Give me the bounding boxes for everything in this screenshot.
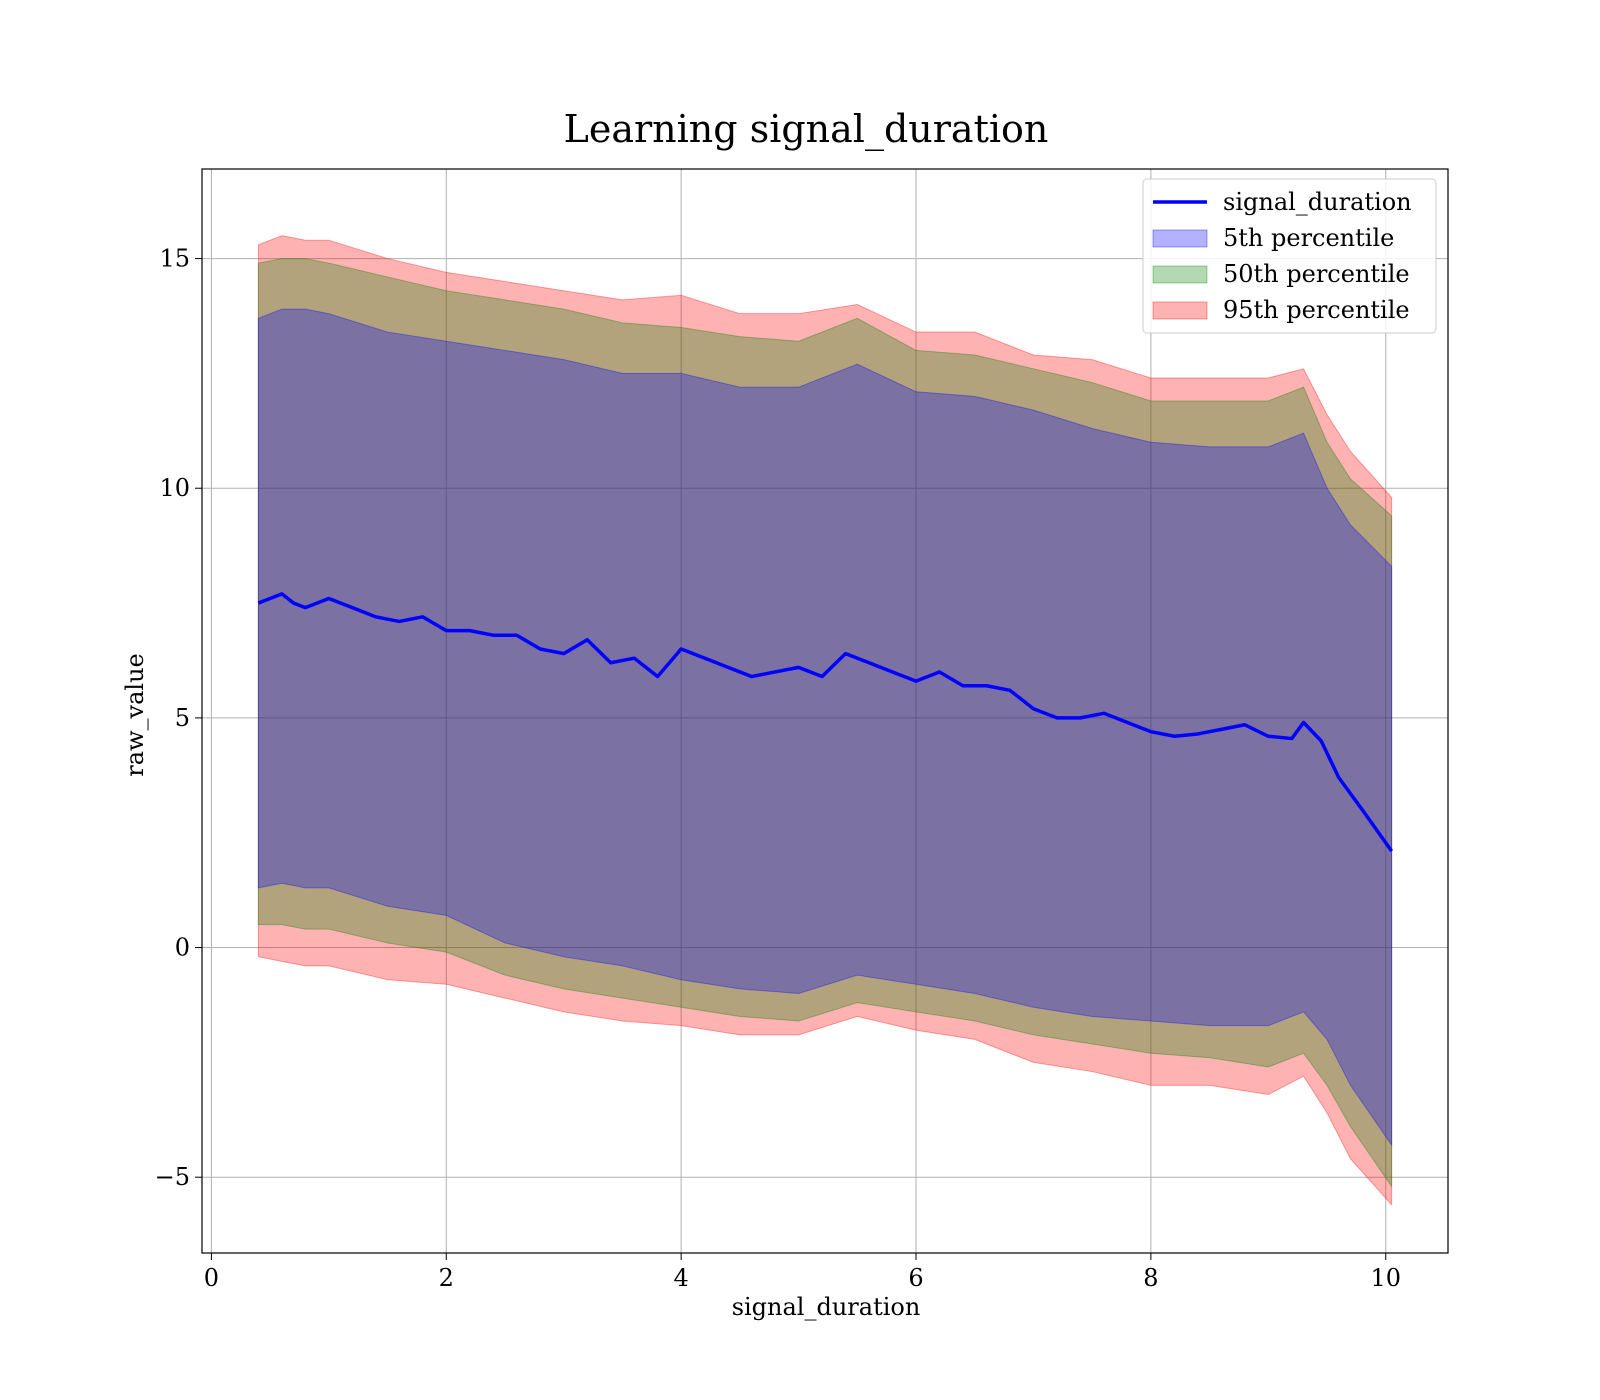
axis-ticks: 0 2 4 6 8 10 −5 0 5 10 15: [155, 245, 1401, 1292]
x-tick-label: 8: [1143, 1264, 1158, 1292]
signal-duration-line: [257, 592, 1394, 853]
legend-label: signal_duration: [1223, 188, 1412, 216]
legend-swatch-band: [1152, 229, 1208, 248]
band-5th-percentile: [257, 308, 1393, 1147]
y-tick-label: 15: [159, 245, 190, 273]
y-tick-label: −5: [155, 1163, 190, 1191]
chart-title: Learning signal_duration: [564, 107, 1049, 152]
legend-label: 50th percentile: [1223, 260, 1410, 288]
legend-label: 95th percentile: [1223, 296, 1410, 324]
x-tick-label: 4: [673, 1264, 688, 1292]
plot-frame: [201, 168, 1449, 1254]
y-axis-label: raw_value: [121, 653, 149, 777]
percentile-bands: [257, 235, 1393, 1207]
x-tick-label: 10: [1370, 1264, 1401, 1292]
legend: signal_duration 5th percentile 50th percen…: [1142, 178, 1437, 334]
legend-box: [1142, 178, 1437, 334]
legend-swatch-band: [1152, 301, 1208, 320]
x-tick-label: 0: [204, 1264, 219, 1292]
y-tick-label: 10: [159, 474, 190, 502]
x-axis-label: signal_duration: [732, 1293, 921, 1321]
legend-label: 5th percentile: [1223, 224, 1394, 252]
x-tick-label: 6: [908, 1264, 923, 1292]
y-tick-label: 5: [175, 704, 190, 732]
legend-swatch-band: [1152, 265, 1208, 284]
band-50th-percentile: [257, 258, 1393, 1189]
y-tick-label: 0: [175, 934, 190, 962]
signal-line-layer: [257, 592, 1394, 853]
x-tick-label: 2: [439, 1264, 454, 1292]
band-95th-percentile: [257, 235, 1393, 1207]
